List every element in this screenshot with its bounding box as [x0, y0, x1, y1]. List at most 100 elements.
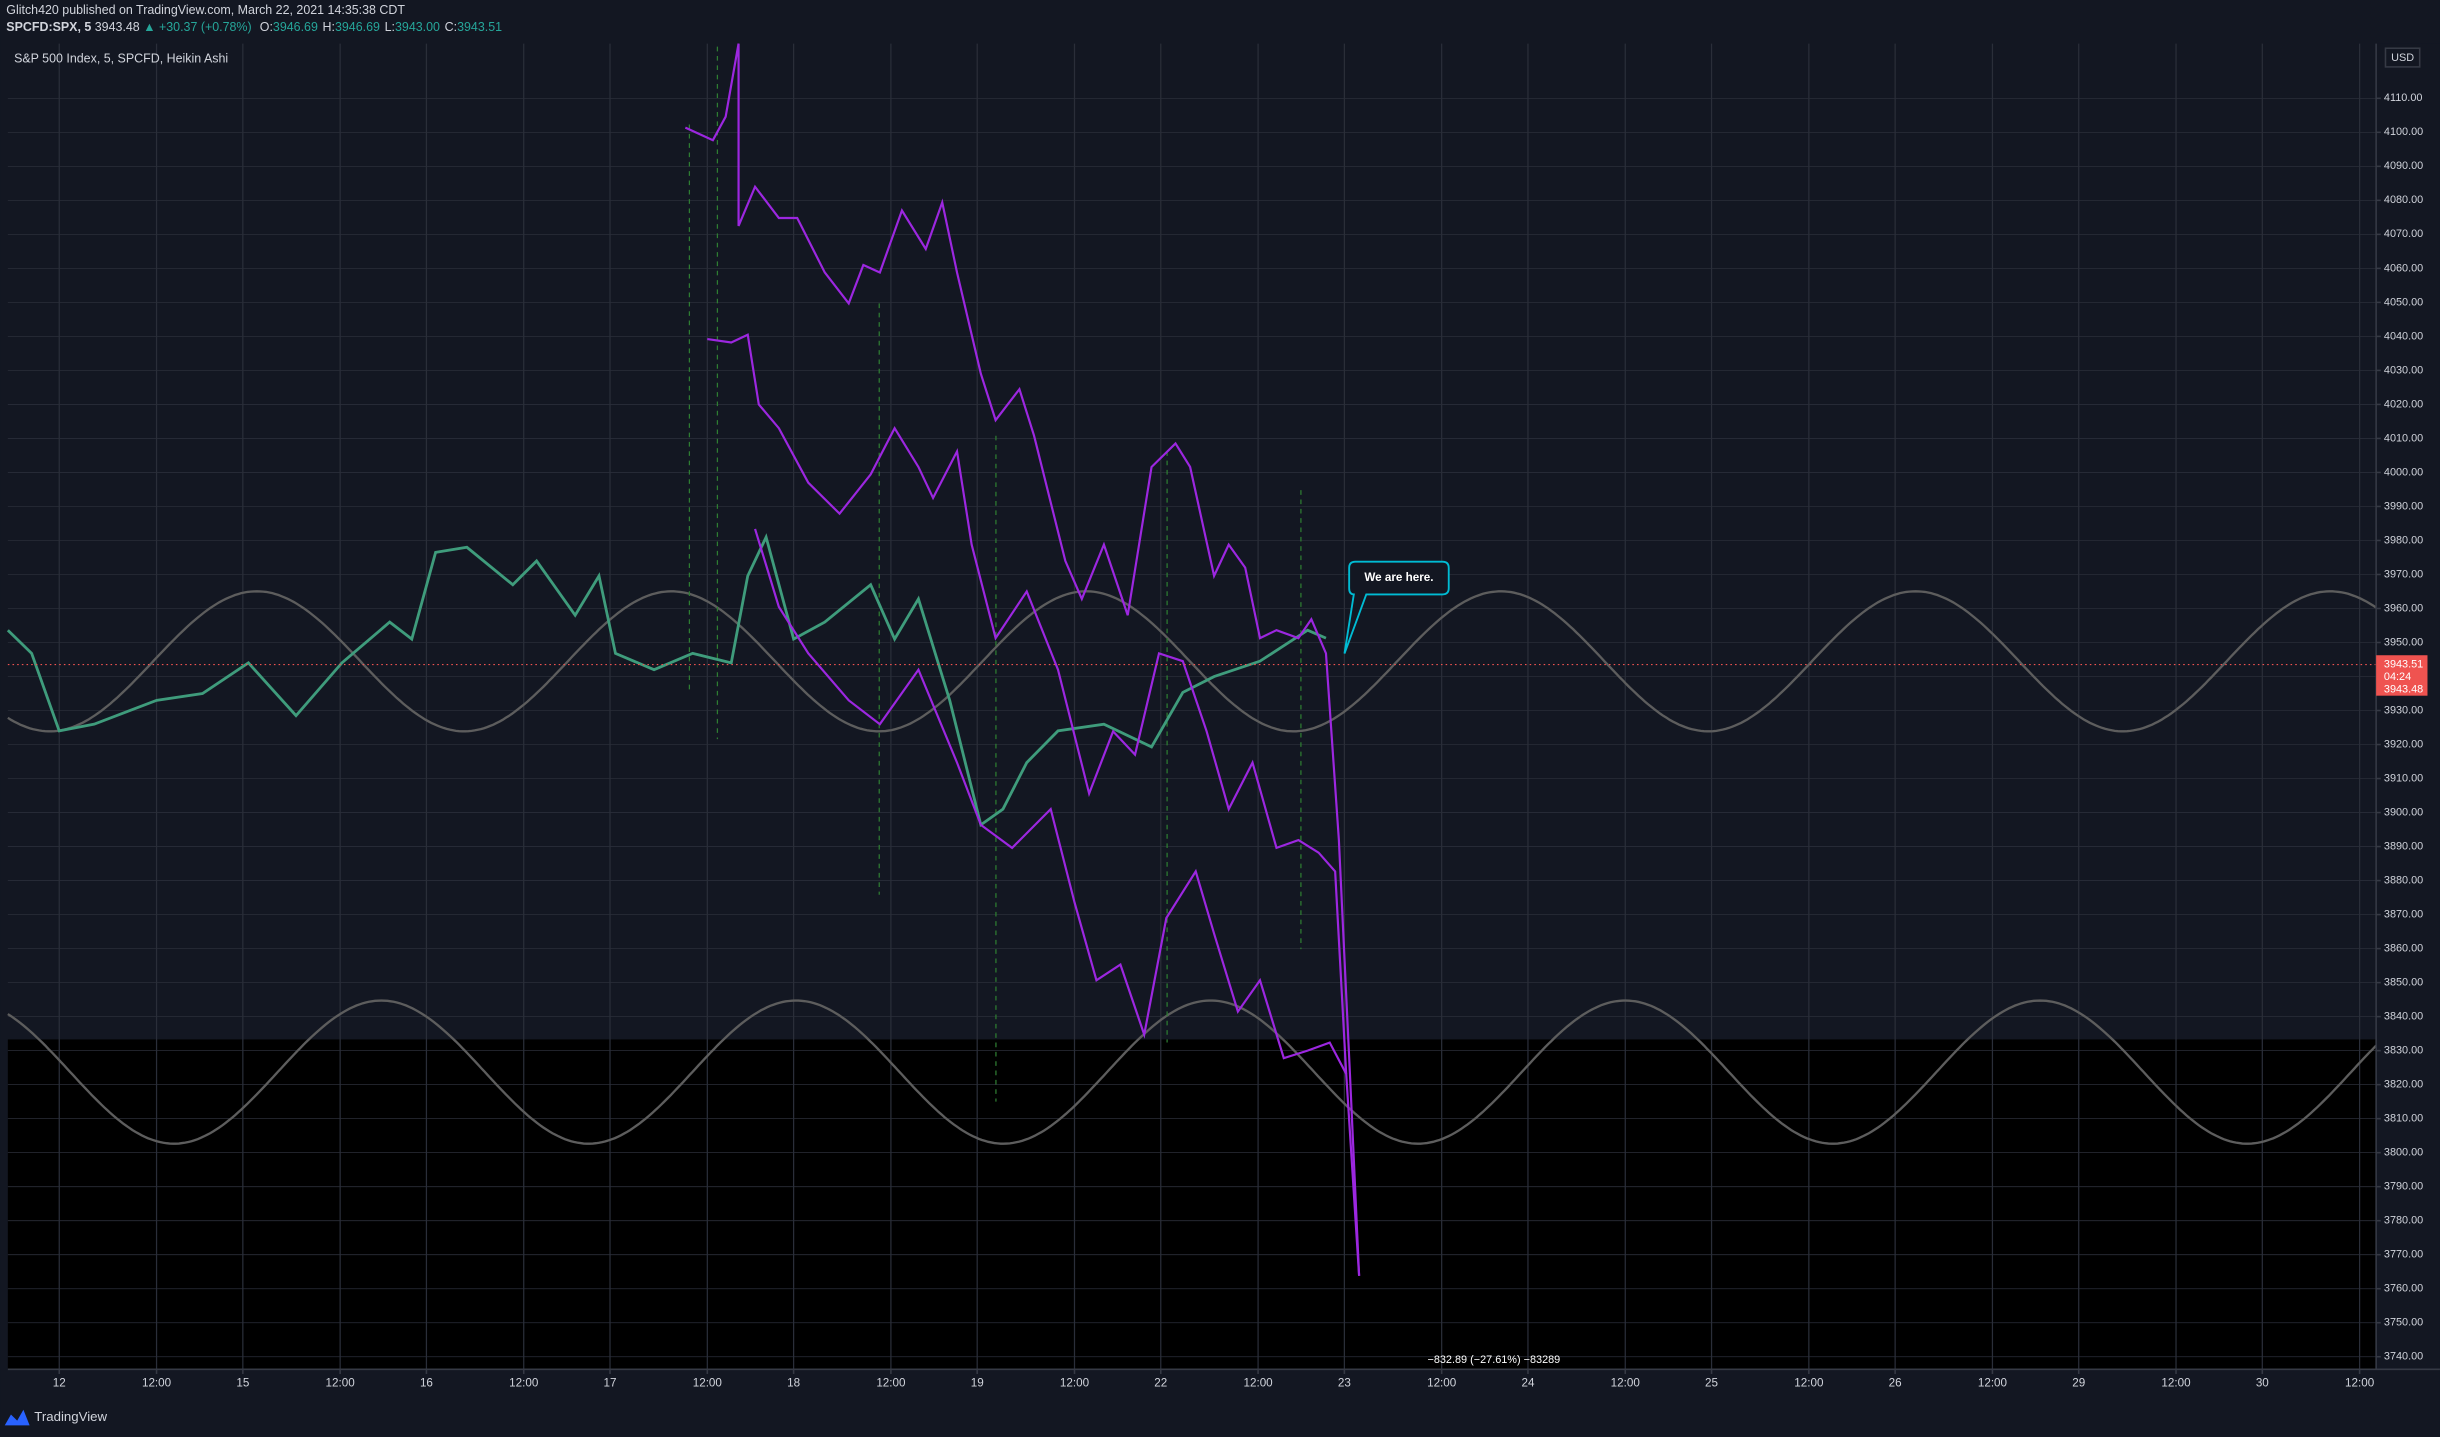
y-tick-label: 3850.00	[2384, 976, 2423, 988]
y-tick-label: 4100.00	[2384, 126, 2423, 138]
dark-zone	[7, 1039, 2377, 1370]
x-tick-label: 12:00	[693, 1376, 723, 1389]
y-tick-label: 4080.00	[2384, 194, 2423, 206]
series-line	[6, 533, 1327, 828]
x-tick-label: 12:00	[2345, 1376, 2375, 1389]
x-tick-label: 12:00	[876, 1376, 906, 1389]
y-tick-label: 3810.00	[2384, 1113, 2423, 1125]
x-tick-label: 26	[1889, 1376, 1902, 1389]
x-tick-label: 12:00	[509, 1376, 539, 1389]
y-tick-label: 3900.00	[2384, 806, 2423, 818]
y-tick-label: 3840.00	[2384, 1010, 2423, 1022]
y-tick-label: 3980.00	[2384, 534, 2423, 546]
y-tick-label: 4070.00	[2384, 228, 2423, 240]
y-tick-label: 3920.00	[2384, 738, 2423, 750]
y-tick-label: 3780.00	[2384, 1215, 2423, 1227]
price-tag-label: 3943.51	[2384, 658, 2423, 670]
y-tick-label: 4090.00	[2384, 160, 2423, 172]
x-tick-label: 30	[2256, 1376, 2269, 1389]
y-tick-label: 3970.00	[2384, 568, 2423, 580]
y-tick-label: 3760.00	[2384, 1283, 2423, 1295]
y-tick-label: 3950.00	[2384, 636, 2423, 648]
plot: We are here. −832.89 (−27.61%) −83289	[6, 43, 2377, 1366]
cycle-wave	[7, 999, 2377, 1145]
currency-box	[2384, 47, 2421, 68]
y-tick-label: 3990.00	[2384, 500, 2423, 512]
x-tick-label: 12:00	[1427, 1376, 1457, 1389]
y-tick-label: 3890.00	[2384, 840, 2423, 852]
x-tick-label: 23	[1338, 1376, 1351, 1389]
x-tick-label: 15	[236, 1376, 249, 1389]
x-tick-label: 24	[1521, 1376, 1534, 1389]
axes: 3740.00 3750.00 3760.00 3770.00 3780.00 3790.…	[53, 92, 2428, 1389]
y-tick-label: 3910.00	[2384, 772, 2423, 784]
y-tick-label: 4060.00	[2384, 262, 2423, 274]
y-tick-label: 3930.00	[2384, 704, 2423, 716]
x-tick-label: 12:00	[1243, 1376, 1273, 1389]
callout	[1343, 560, 1450, 654]
series-line	[707, 333, 1348, 1074]
x-tick-label: 12:00	[326, 1376, 356, 1389]
y-tick-label: 4030.00	[2384, 364, 2423, 376]
y-tick-label: 3790.00	[2384, 1181, 2423, 1193]
last-price: 3943.48	[95, 20, 140, 34]
price-axis	[2376, 43, 2440, 1370]
y-tick-label: 4020.00	[2384, 398, 2423, 410]
y-tick-label: 3880.00	[2384, 874, 2423, 886]
y-tick-label: 4040.00	[2384, 330, 2423, 342]
symbol-line: SPCFD:SPX, 5 3943.48 ▲ +30.37 (+0.78%) O…	[6, 20, 502, 34]
annotation: We are here.	[1364, 571, 1433, 584]
ohlc-key: L:	[385, 20, 395, 34]
symbol: SPCFD:SPX, 5	[6, 20, 91, 34]
y-tick-label: 3740.00	[2384, 1351, 2423, 1363]
y-tick-label: 3820.00	[2384, 1079, 2423, 1091]
price-tag	[2376, 655, 2428, 696]
y-tick-label: 4050.00	[2384, 296, 2423, 308]
x-tick-label: 18	[787, 1376, 800, 1389]
legend: S&P 500 Index, 5, SPCFD, Heikin Ashi	[14, 51, 228, 65]
x-tick-label: 12:00	[142, 1376, 172, 1389]
series-line	[754, 528, 1361, 1276]
currency: USD	[2391, 52, 2414, 64]
change: ▲ +30.37 (+0.78%)	[143, 20, 251, 34]
y-tick-label: 3800.00	[2384, 1147, 2423, 1159]
footer: TradingView	[34, 1409, 107, 1424]
ohlc-value: 3943.51	[457, 20, 502, 34]
x-tick-label: 12:00	[1794, 1376, 1824, 1389]
y-tick-label: 4010.00	[2384, 432, 2423, 444]
x-tick-label: 22	[1154, 1376, 1167, 1389]
x-tick-label: 12:00	[1978, 1376, 2008, 1389]
x-tick-label: 25	[1705, 1376, 1718, 1389]
y-tick-label: 3860.00	[2384, 942, 2423, 954]
y-tick-label: 3750.00	[2384, 1317, 2423, 1329]
x-tick-label: 17	[604, 1376, 617, 1389]
cycle-wave	[7, 590, 2377, 733]
ohlc-value: 3946.69	[335, 20, 380, 34]
y-tick-label: 3870.00	[2384, 908, 2423, 920]
cycle-overlay	[7, 46, 2377, 1145]
ohlc-value: 3946.69	[273, 20, 318, 34]
y-tick-label: 4110.00	[2384, 92, 2423, 104]
countdown: 04:24	[2384, 671, 2411, 683]
series-line	[684, 43, 1361, 1276]
x-tick-label: 12	[53, 1376, 66, 1389]
publisher: Glitch420 published on TradingView.com, …	[6, 3, 405, 17]
x-tick-label: 19	[971, 1376, 984, 1389]
y-tick-label: 3770.00	[2384, 1249, 2423, 1261]
y-tick-label: 3830.00	[2384, 1045, 2423, 1057]
x-tick-label: 29	[2072, 1376, 2085, 1389]
prev-close: 3943.48	[2384, 683, 2423, 695]
ohlc-value: 3943.00	[395, 20, 440, 34]
x-tick-label: 12:00	[1611, 1376, 1641, 1389]
logo	[4, 1409, 30, 1426]
y-tick-label: 4000.00	[2384, 466, 2423, 478]
x-tick-label: 12:00	[1060, 1376, 1090, 1389]
grid	[7, 43, 2377, 1370]
ohlc-key: H:	[323, 20, 335, 34]
ohlc-key: O:	[260, 20, 273, 34]
x-tick-label: 12:00	[2161, 1376, 2191, 1389]
measure-label: −832.89 (−27.61%) −83289	[1427, 1354, 1560, 1366]
y-tick-label: 3960.00	[2384, 602, 2423, 614]
